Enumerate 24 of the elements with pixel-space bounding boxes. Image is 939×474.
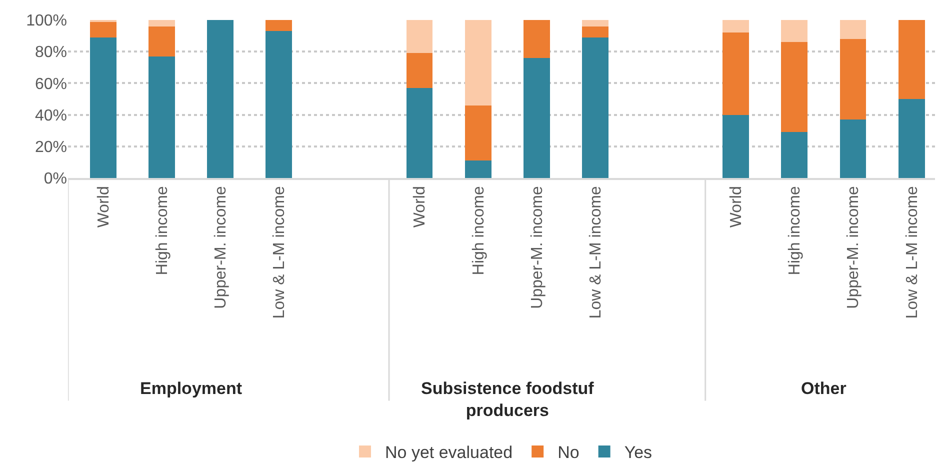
text: Other (801, 379, 847, 398)
y-tick-label: 80% (34, 44, 67, 62)
text: Subsistence foodstuf producers (421, 379, 594, 420)
x-tick-label: High income (470, 186, 488, 276)
x-tick-label: Low & L-M income (271, 186, 288, 319)
x-tick-label: World (412, 186, 429, 228)
x-tick-label: World (728, 186, 746, 228)
x-tick-label: Upper-M. income (212, 186, 230, 309)
y-tick-label: 20% (34, 139, 67, 156)
x-tick-label: High income (786, 186, 804, 276)
x-tick-label: Upper-M. income (528, 186, 546, 309)
legend-label: No (558, 443, 580, 462)
x-tick-label: World (95, 186, 112, 228)
x-tick-label: Low & L-M income (587, 186, 604, 319)
legend-label: Yes (624, 443, 652, 462)
y-tick-label: 0% (44, 170, 67, 188)
legend-label: No yet evaluated (385, 443, 513, 462)
y-tick-label: 40% (34, 107, 67, 124)
x-tick-label: Low & L-M income (904, 186, 921, 319)
y-tick-label: 60% (34, 76, 67, 93)
text: Employment (140, 379, 242, 398)
y-tick-label: 100% (26, 12, 67, 30)
x-tick-label: High income (154, 186, 171, 276)
x-tick-label: Upper-M. income (845, 186, 862, 309)
